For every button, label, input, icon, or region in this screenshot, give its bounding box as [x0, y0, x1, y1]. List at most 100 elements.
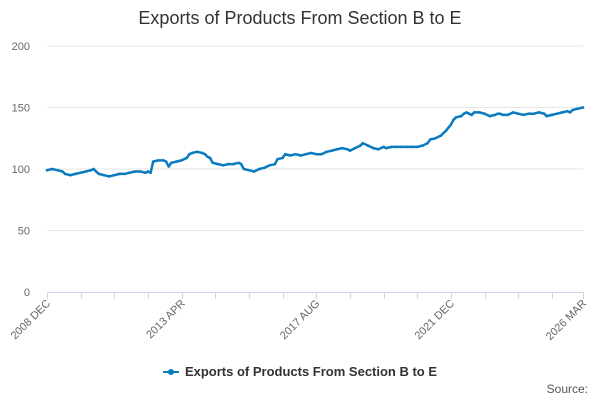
- data-point[interactable]: [221, 164, 225, 167]
- data-point[interactable]: [167, 165, 170, 168]
- data-point[interactable]: [330, 149, 334, 152]
- data-point[interactable]: [97, 172, 101, 176]
- data-point[interactable]: [157, 159, 160, 162]
- data-point[interactable]: [377, 148, 380, 151]
- data-point[interactable]: [188, 152, 191, 156]
- data-point[interactable]: [460, 114, 463, 118]
- data-point[interactable]: [294, 152, 297, 156]
- data-point[interactable]: [128, 171, 132, 174]
- data-point[interactable]: [545, 114, 548, 118]
- data-point[interactable]: [405, 145, 409, 149]
- data-point[interactable]: [268, 164, 272, 167]
- data-point[interactable]: [568, 111, 572, 114]
- data-point[interactable]: [92, 167, 95, 171]
- data-point[interactable]: [242, 167, 246, 171]
- legend[interactable]: Exports of Products From Section B to E: [0, 364, 600, 379]
- data-point[interactable]: [361, 141, 365, 145]
- data-point[interactable]: [517, 112, 520, 115]
- data-point[interactable]: [239, 162, 243, 166]
- data-point[interactable]: [175, 160, 178, 163]
- data-point[interactable]: [395, 145, 398, 149]
- data-point[interactable]: [151, 160, 155, 163]
- data-point[interactable]: [208, 156, 212, 160]
- data-point[interactable]: [566, 109, 569, 113]
- data-point[interactable]: [138, 170, 142, 173]
- data-point[interactable]: [201, 151, 204, 155]
- data-point[interactable]: [325, 150, 329, 154]
- data-point[interactable]: [133, 170, 137, 173]
- data-point[interactable]: [498, 112, 502, 115]
- data-point[interactable]: [581, 106, 585, 109]
- data-point[interactable]: [522, 113, 525, 117]
- data-point[interactable]: [434, 137, 437, 140]
- data-point[interactable]: [449, 123, 453, 126]
- data-point[interactable]: [561, 111, 564, 114]
- data-point[interactable]: [45, 168, 49, 172]
- data-point[interactable]: [89, 168, 93, 172]
- data-point[interactable]: [185, 156, 189, 160]
- data-point[interactable]: [144, 171, 147, 174]
- data-point[interactable]: [527, 112, 530, 115]
- data-point[interactable]: [289, 154, 292, 157]
- data-point[interactable]: [164, 160, 168, 163]
- data-point[interactable]: [232, 162, 235, 166]
- data-point[interactable]: [426, 141, 429, 145]
- data-point[interactable]: [216, 162, 220, 166]
- data-point[interactable]: [340, 146, 344, 150]
- data-point[interactable]: [146, 170, 150, 173]
- data-point[interactable]: [550, 113, 554, 117]
- data-point[interactable]: [195, 150, 199, 154]
- data-point[interactable]: [571, 108, 574, 112]
- data-point[interactable]: [180, 159, 183, 162]
- data-point[interactable]: [170, 161, 173, 165]
- data-point[interactable]: [252, 170, 256, 173]
- data-point[interactable]: [555, 112, 559, 115]
- data-point[interactable]: [390, 145, 393, 149]
- data-point[interactable]: [444, 129, 448, 133]
- data-point[interactable]: [335, 148, 339, 151]
- data-point[interactable]: [315, 152, 318, 156]
- data-point[interactable]: [416, 145, 419, 149]
- data-point[interactable]: [283, 152, 287, 156]
- data-point[interactable]: [247, 168, 251, 172]
- data-point[interactable]: [113, 173, 116, 177]
- data-point[interactable]: [304, 152, 308, 156]
- data-point[interactable]: [69, 173, 72, 177]
- data-point[interactable]: [227, 162, 230, 166]
- data-point[interactable]: [366, 144, 370, 147]
- data-point[interactable]: [467, 112, 471, 115]
- data-point[interactable]: [532, 112, 536, 115]
- data-point[interactable]: [74, 172, 77, 176]
- data-point[interactable]: [102, 173, 106, 177]
- data-point[interactable]: [118, 172, 121, 176]
- data-point[interactable]: [50, 167, 54, 171]
- data-point[interactable]: [56, 168, 59, 172]
- data-point[interactable]: [496, 112, 499, 115]
- data-point[interactable]: [190, 151, 194, 155]
- data-point[interactable]: [421, 144, 424, 147]
- data-point[interactable]: [258, 167, 261, 171]
- data-point[interactable]: [79, 171, 82, 174]
- data-point[interactable]: [488, 114, 492, 118]
- data-point[interactable]: [309, 151, 313, 155]
- data-point[interactable]: [353, 146, 357, 150]
- data-point[interactable]: [203, 152, 207, 156]
- data-point[interactable]: [299, 154, 303, 157]
- data-point[interactable]: [576, 107, 580, 110]
- data-point[interactable]: [428, 138, 432, 141]
- data-point[interactable]: [382, 145, 385, 149]
- data-point[interactable]: [478, 111, 481, 114]
- data-point[interactable]: [206, 155, 209, 158]
- data-point[interactable]: [94, 170, 98, 173]
- data-point[interactable]: [123, 172, 126, 176]
- data-point[interactable]: [61, 170, 64, 173]
- data-point[interactable]: [493, 113, 497, 117]
- data-point[interactable]: [506, 113, 510, 117]
- data-point[interactable]: [410, 145, 414, 149]
- data-point[interactable]: [542, 112, 546, 115]
- data-point[interactable]: [537, 111, 541, 114]
- data-point[interactable]: [452, 118, 455, 122]
- series-line-0[interactable]: [45, 106, 585, 178]
- data-point[interactable]: [472, 111, 476, 114]
- data-point[interactable]: [348, 149, 352, 152]
